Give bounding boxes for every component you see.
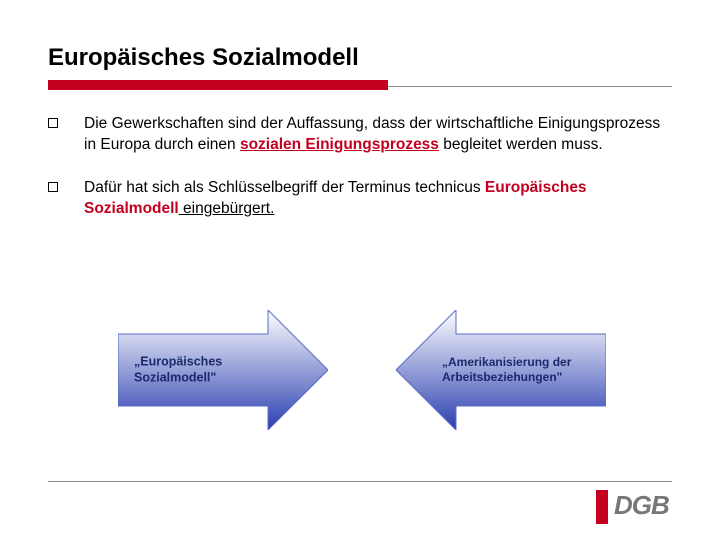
arrow-label-line: Arbeitsbeziehungen" <box>442 370 562 384</box>
bullet-text-post: begleitet werden muss. <box>439 136 603 153</box>
underline-red-bar <box>48 80 388 90</box>
logo-text: DGB <box>614 490 669 521</box>
footer-rule <box>48 481 672 482</box>
slide-title: Europäisches Sozialmodell <box>48 44 672 72</box>
arrow-diagram: „Europäisches Sozialmodell" „Amerikanisi… <box>0 310 720 460</box>
bullet-item: Die Gewerkschaften sind der Auffassung, … <box>48 114 672 156</box>
dgb-logo: DGB <box>596 490 682 524</box>
arrow-right: „Amerikanisierung der Arbeitsbeziehungen… <box>396 310 606 430</box>
bullet-text-post: eingebürgert. <box>179 200 275 217</box>
logo-red-bar <box>596 490 608 524</box>
bullet-item: Dafür hat sich als Schlüsselbegriff der … <box>48 178 672 220</box>
arrow-label-line: Sozialmodell" <box>134 370 216 384</box>
title-underline <box>48 80 672 92</box>
bullet-list: Die Gewerkschaften sind der Auffassung, … <box>48 114 672 220</box>
bullet-text-emph: sozialen Einigungsprozess <box>240 136 439 153</box>
arrow-right-label: „Amerikanisierung der Arbeitsbeziehungen… <box>442 355 592 385</box>
bullet-text-pre: Dafür hat sich als Schlüsselbegriff der … <box>84 179 485 196</box>
arrow-label-line: „Amerikanisierung der <box>442 355 571 369</box>
arrow-left: „Europäisches Sozialmodell" <box>118 310 328 430</box>
arrow-left-label: „Europäisches Sozialmodell" <box>134 354 298 385</box>
square-bullet-icon <box>48 182 58 192</box>
square-bullet-icon <box>48 118 58 128</box>
arrow-label-line: „Europäisches <box>134 354 222 368</box>
